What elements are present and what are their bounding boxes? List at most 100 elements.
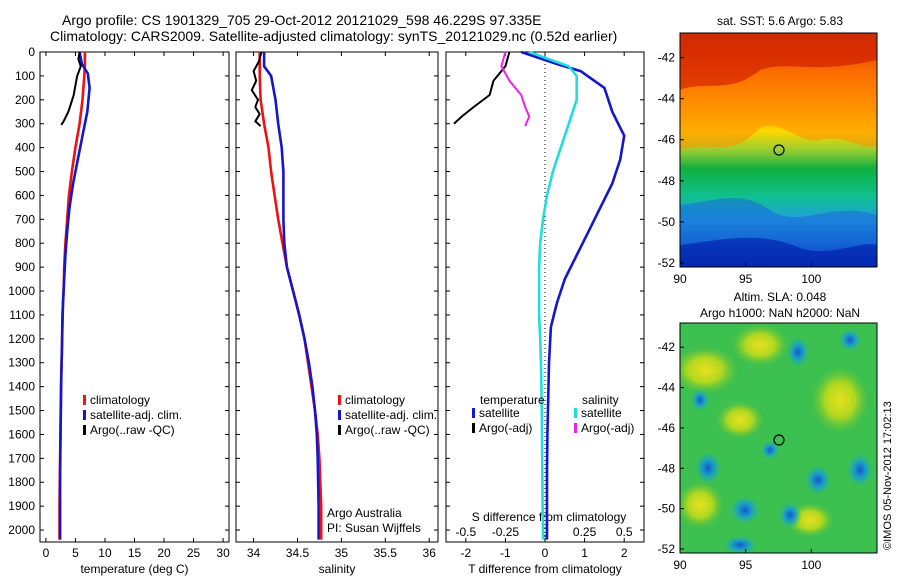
legend-swatch <box>83 395 86 405</box>
y-tick-label: 1300 <box>8 356 35 370</box>
series-climatology <box>258 52 323 540</box>
map-y-tick-label: -48 <box>658 461 676 475</box>
legend-label: satellite <box>479 406 520 420</box>
map-y-tick-label: -42 <box>658 51 676 65</box>
x-tick-label: 34.5 <box>286 546 310 560</box>
x-tick-label: 35.5 <box>374 546 398 560</box>
y-tick-label: 400 <box>15 141 35 155</box>
y-tick-label: 500 <box>15 165 35 179</box>
legend-swatch <box>338 425 341 435</box>
figure-title-line1: Argo profile: CS 1901329_705 29-Oct-2012… <box>62 12 542 28</box>
map-y-tick-label: -44 <box>658 92 676 106</box>
map-x-tick-label: 100 <box>801 558 821 572</box>
legend-label: satellite-adj. clim. <box>90 408 182 422</box>
x-tick-label: 35 <box>335 546 349 560</box>
salinity-xlabel: salinity <box>319 562 356 576</box>
y-tick-label: 1000 <box>8 284 35 298</box>
x-tick-label: 15 <box>128 546 142 560</box>
x-tick-label: 5 <box>72 546 79 560</box>
sst-map-title: sat. SST: 5.6 Argo: 5.83 <box>717 14 843 28</box>
difference-xlabel: T difference from climatology <box>468 562 622 576</box>
y-tick-label: 1500 <box>8 404 35 418</box>
y-tick-label: 0 <box>28 45 35 59</box>
sla-map: Altim. SLA: 0.048 Argo h1000: NaN h2000:… <box>658 290 878 572</box>
map-x-tick-label: 95 <box>739 272 753 286</box>
imos-stamp: ©IMOS 05-Nov-2012 17:02:13 <box>882 401 894 550</box>
series-salinity-argo-adj- <box>500 51 531 127</box>
map-y-tick-label: -44 <box>658 381 676 395</box>
legend-heading-temperature: temperature <box>480 393 545 407</box>
legend-label: satellite-adj. clim. <box>345 408 437 422</box>
x-tick-label: 0 <box>542 546 549 560</box>
y-tick-label: 700 <box>15 212 35 226</box>
y-tick-label: 600 <box>15 188 35 202</box>
credit-line1: Argo Australia <box>327 506 402 520</box>
x-tick-label: 2 <box>621 546 628 560</box>
x-tick-label: 0 <box>43 546 50 560</box>
temperature-panel: 0100200300400500600700800900100011001200… <box>8 45 230 576</box>
legend-label: climatology <box>90 393 150 407</box>
x-tick-label: 25 <box>187 546 201 560</box>
legend-swatch <box>472 408 475 418</box>
sla-map-title: Altim. SLA: 0.048 <box>734 290 827 304</box>
difference-panel: -2 -1 0 1 2 T difference from climatology -0.5… <box>445 50 645 576</box>
legend-swatch <box>472 423 475 433</box>
map-x-tick-label: 90 <box>673 558 687 572</box>
series-satellite-adj-clim- <box>262 52 320 540</box>
legend-label: Argo(..raw -QC) <box>345 423 430 437</box>
map-y-tick-label: -50 <box>658 502 676 516</box>
map-y-tick-label: -50 <box>658 215 676 229</box>
sst-map: sat. SST: 5.6 Argo: 5.83 90 95 100 -42 -44 -4… <box>658 14 878 286</box>
series-salinity-satellite <box>528 50 579 540</box>
legend-swatch <box>338 395 341 405</box>
y-tick-label: 800 <box>15 236 35 250</box>
map-y-tick-label: -42 <box>658 340 676 354</box>
map-y-tick-label: -52 <box>658 256 676 270</box>
temperature-frame <box>39 51 230 543</box>
legend-swatch <box>574 408 577 418</box>
series-temperature-argo-adj- <box>453 51 511 125</box>
map-x-tick-label: 100 <box>801 272 821 286</box>
series-satellite-adj-clim- <box>58 51 91 540</box>
map-y-tick-label: -46 <box>658 133 676 147</box>
legend-label: satellite <box>581 406 622 420</box>
y-tick-label: 1200 <box>8 332 35 346</box>
legend-label: Argo(..raw -QC) <box>90 423 175 437</box>
legend-swatch <box>574 423 577 433</box>
map-x-tick-label: 90 <box>673 272 687 286</box>
series-argo-raw-qc- <box>60 51 82 126</box>
sla-argo-marker <box>773 434 785 446</box>
y-tick-label: 1600 <box>8 427 35 441</box>
map-x-tick-label: 95 <box>739 558 753 572</box>
y-tick-label: 2000 <box>8 523 35 537</box>
x-tick-label: 10 <box>98 546 112 560</box>
x-tick-label: 36 <box>423 546 437 560</box>
y-tick-label: 1800 <box>8 475 35 489</box>
y-tick-label: 1100 <box>9 308 35 322</box>
credit-line2: PI: Susan Wijffels <box>327 521 421 535</box>
salinity-frame <box>235 51 439 543</box>
legend-label: Argo(-adj) <box>581 421 634 435</box>
y-tick-label: 1900 <box>8 499 35 513</box>
map-y-tick-label: -46 <box>658 421 676 435</box>
map-y-tick-label: -52 <box>658 542 676 556</box>
s-tick-label: -0.25 <box>492 525 520 539</box>
legend-label: climatology <box>345 393 405 407</box>
y-tick-label: 900 <box>15 260 35 274</box>
x-tick-label: -1 <box>500 546 511 560</box>
temperature-xlabel: temperature (deg C) <box>80 562 188 576</box>
x-tick-label: 20 <box>157 546 171 560</box>
series-temperature-satellite <box>520 50 626 540</box>
y-tick-label: 200 <box>15 93 35 107</box>
sla-map-subtitle: Argo h1000: NaN h2000: NaN <box>700 306 860 320</box>
s-tick-label: 0.25 <box>573 525 597 539</box>
figure-title-line2: Climatology: CARS2009. Satellite-adjuste… <box>50 28 618 44</box>
salinity-panel: 34 34.5 35 35.5 36 salinity climatologysatelli… <box>235 51 439 576</box>
x-tick-label: 30 <box>216 546 230 560</box>
series-argo-raw-qc- <box>250 51 263 127</box>
s-diff-label: S difference from climatology <box>472 510 627 524</box>
x-tick-label: 34 <box>247 546 261 560</box>
s-tick-label: 0.5 <box>616 525 633 539</box>
legend-swatch <box>83 425 86 435</box>
